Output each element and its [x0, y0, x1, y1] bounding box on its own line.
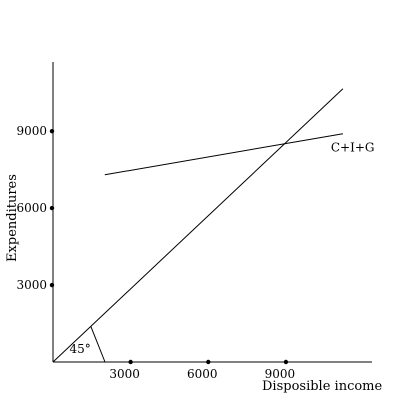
x-axis-title: Disposible income: [262, 379, 382, 394]
y-axis-title: Expenditures: [5, 174, 20, 262]
x-tick-label: 9000: [265, 367, 296, 381]
series-label-cig: C+I+G: [331, 141, 375, 155]
y-tick-mark: [49, 205, 55, 211]
line-45-degree: [52, 88, 344, 363]
x-tick-mark: [128, 359, 133, 365]
line-cig: [104, 133, 343, 176]
y-tick-label: 9000: [16, 124, 47, 138]
x-tick-mark: [283, 359, 289, 365]
y-tick-mark: [49, 282, 55, 288]
ticks: 3000 6000 9000 3000 6000 9000: [16, 124, 295, 381]
x-tick-label: 3000: [109, 367, 140, 381]
axes: [52, 62, 372, 363]
y-tick-label: 3000: [16, 278, 47, 292]
angle-arc: [90, 326, 106, 363]
x-tick-mark: [206, 359, 211, 365]
series: C+I+G: [52, 88, 375, 363]
annotations: 45°: [70, 342, 91, 356]
y-tick-mark: [49, 128, 55, 134]
y-tick-label: 6000: [16, 201, 47, 215]
x-tick-label: 6000: [187, 367, 218, 381]
angle-label: 45°: [70, 342, 91, 356]
